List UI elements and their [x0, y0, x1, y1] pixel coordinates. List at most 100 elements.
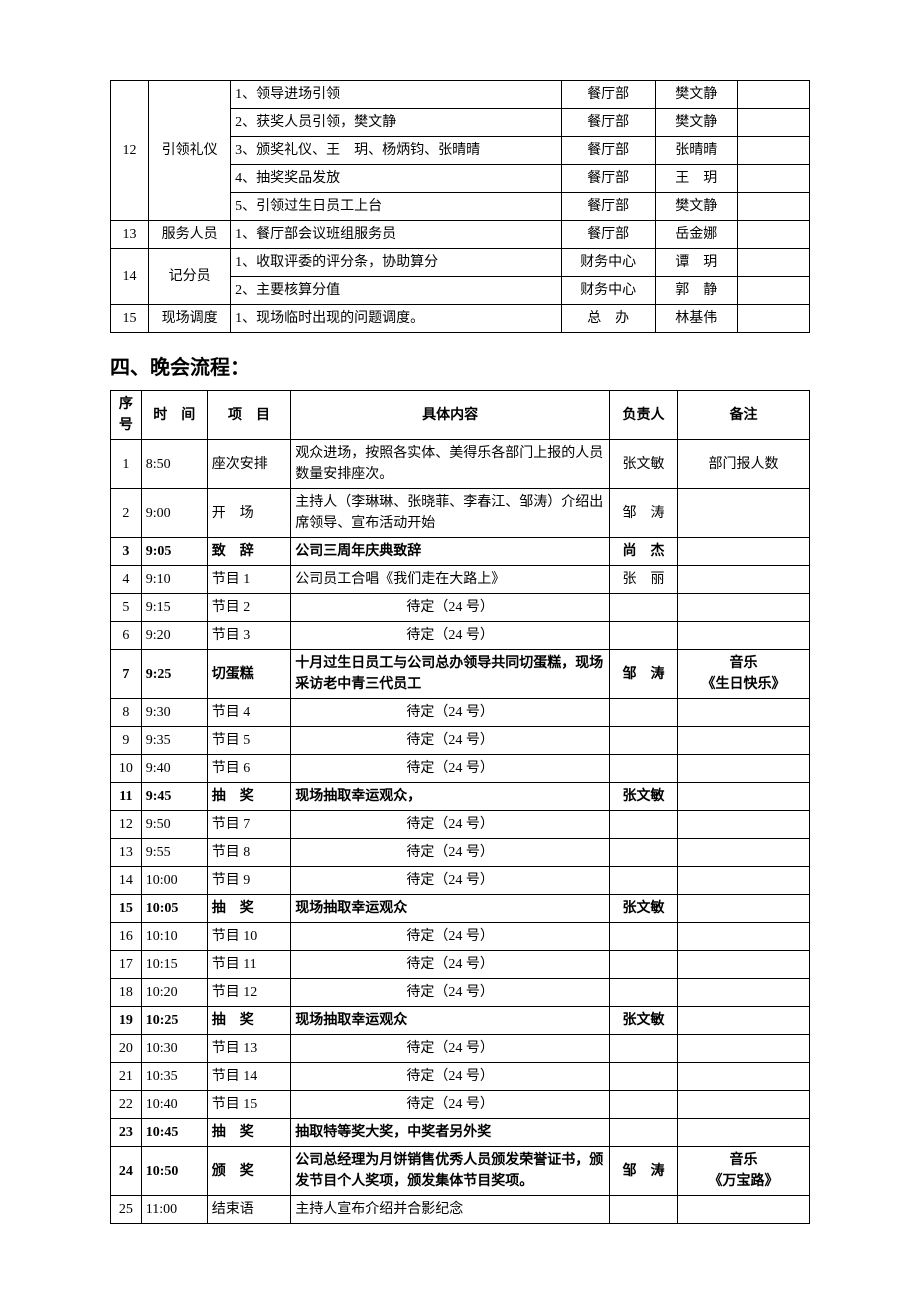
cell-person: 尚 杰	[609, 538, 677, 566]
cell-task: 4、抽奖奖品发放	[231, 165, 561, 193]
cell-task: 1、现场临时出现的问题调度。	[231, 305, 561, 333]
cell-time: 10:35	[141, 1063, 207, 1091]
cell-content: 待定（24 号）	[291, 1063, 610, 1091]
cell-remark	[678, 895, 810, 923]
cell-dept: 餐厅部	[561, 221, 655, 249]
cell-content: 抽取特等奖大奖，中奖者另外奖	[291, 1119, 610, 1147]
cell-content: 现场抽取幸运观众	[291, 1007, 610, 1035]
cell-remark	[678, 1091, 810, 1119]
cell-content: 待定（24 号）	[291, 979, 610, 1007]
cell-person: 张文敏	[609, 783, 677, 811]
cell-time: 10:20	[141, 979, 207, 1007]
cell-task: 1、领导进场引领	[231, 81, 561, 109]
cell-project: 节目 11	[207, 951, 291, 979]
th-time: 时 间	[141, 391, 207, 440]
cell-num: 14	[111, 867, 142, 895]
cell-num: 6	[111, 622, 142, 650]
cell-project: 节目 12	[207, 979, 291, 1007]
cell-num: 5	[111, 594, 142, 622]
cell-time: 9:55	[141, 839, 207, 867]
cell-project: 致 辞	[207, 538, 291, 566]
table-row: 1410:00节目 9待定（24 号）	[111, 867, 810, 895]
table-row: 109:40节目 6待定（24 号）	[111, 755, 810, 783]
cell-content: 待定（24 号）	[291, 839, 610, 867]
cell-remark	[678, 1035, 810, 1063]
cell-content: 待定（24 号）	[291, 755, 610, 783]
cell-person: 张文敏	[609, 895, 677, 923]
cell-content: 观众进场，按照各实体、美得乐各部门上报的人员数量安排座次。	[291, 440, 610, 489]
cell-dept: 餐厅部	[561, 81, 655, 109]
table-row: 1910:25抽 奖现场抽取幸运观众张文敏	[111, 1007, 810, 1035]
cell-dept: 财务中心	[561, 249, 655, 277]
table-row: 29:00开 场主持人（李琳琳、张晓菲、李春江、邹涛）介绍出席领导、宣布活动开始…	[111, 489, 810, 538]
cell-num: 12	[111, 81, 149, 221]
cell-remark	[678, 489, 810, 538]
table-row: 2310:45抽 奖抽取特等奖大奖，中奖者另外奖	[111, 1119, 810, 1147]
cell-remark	[678, 783, 810, 811]
cell-num: 17	[111, 951, 142, 979]
cell-person	[609, 979, 677, 1007]
cell-role: 引领礼仪	[149, 81, 231, 221]
cell-empty	[737, 109, 809, 137]
cell-person: 郭 静	[655, 277, 737, 305]
cell-task: 1、收取评委的评分条，协助算分	[231, 249, 561, 277]
cell-content: 主持人宣布介绍并合影纪念	[291, 1196, 610, 1224]
cell-person: 张文敏	[609, 440, 677, 489]
cell-person: 邹 涛	[609, 650, 677, 699]
cell-time: 10:40	[141, 1091, 207, 1119]
cell-project: 抽 奖	[207, 1119, 291, 1147]
cell-remark	[678, 867, 810, 895]
th-project: 项 目	[207, 391, 291, 440]
cell-project: 节目 10	[207, 923, 291, 951]
cell-num: 14	[111, 249, 149, 305]
cell-project: 抽 奖	[207, 1007, 291, 1035]
cell-dept: 餐厅部	[561, 109, 655, 137]
cell-project: 节目 13	[207, 1035, 291, 1063]
table-row: 2110:35节目 14待定（24 号）	[111, 1063, 810, 1091]
cell-time: 9:40	[141, 755, 207, 783]
cell-empty	[737, 249, 809, 277]
cell-task: 3、颁奖礼仪、王 玥、杨炳钧、张晴晴	[231, 137, 561, 165]
cell-person	[609, 923, 677, 951]
cell-dept: 餐厅部	[561, 165, 655, 193]
table-row: 2210:40节目 15待定（24 号）	[111, 1091, 810, 1119]
cell-content: 待定（24 号）	[291, 1035, 610, 1063]
cell-num: 10	[111, 755, 142, 783]
cell-person	[609, 622, 677, 650]
th-num: 序号	[111, 391, 142, 440]
cell-time: 10:10	[141, 923, 207, 951]
cell-remark	[678, 811, 810, 839]
cell-time: 10:00	[141, 867, 207, 895]
cell-remark	[678, 923, 810, 951]
cell-empty	[737, 193, 809, 221]
cell-time: 9:25	[141, 650, 207, 699]
table-row: 129:50节目 7待定（24 号）	[111, 811, 810, 839]
cell-num: 2	[111, 489, 142, 538]
cell-project: 节目 15	[207, 1091, 291, 1119]
cell-time: 10:05	[141, 895, 207, 923]
cell-num: 3	[111, 538, 142, 566]
cell-time: 10:15	[141, 951, 207, 979]
cell-project: 开 场	[207, 489, 291, 538]
cell-content: 待定（24 号）	[291, 622, 610, 650]
cell-num: 9	[111, 727, 142, 755]
cell-empty	[737, 137, 809, 165]
cell-role: 现场调度	[149, 305, 231, 333]
cell-person	[609, 1196, 677, 1224]
cell-time: 11:00	[141, 1196, 207, 1224]
section-title: 四、晚会流程：	[110, 351, 810, 380]
cell-person: 谭 玥	[655, 249, 737, 277]
cell-person	[609, 951, 677, 979]
cell-empty	[737, 81, 809, 109]
cell-num: 8	[111, 699, 142, 727]
cell-person	[609, 1035, 677, 1063]
table-row: 15现场调度1、现场临时出现的问题调度。总 办林基伟	[111, 305, 810, 333]
cell-time: 10:45	[141, 1119, 207, 1147]
cell-empty	[737, 165, 809, 193]
cell-task: 5、引领过生日员工上台	[231, 193, 561, 221]
cell-content: 待定（24 号）	[291, 1091, 610, 1119]
cell-remark: 音乐《生日快乐》	[678, 650, 810, 699]
cell-remark	[678, 594, 810, 622]
cell-num: 7	[111, 650, 142, 699]
cell-num: 22	[111, 1091, 142, 1119]
